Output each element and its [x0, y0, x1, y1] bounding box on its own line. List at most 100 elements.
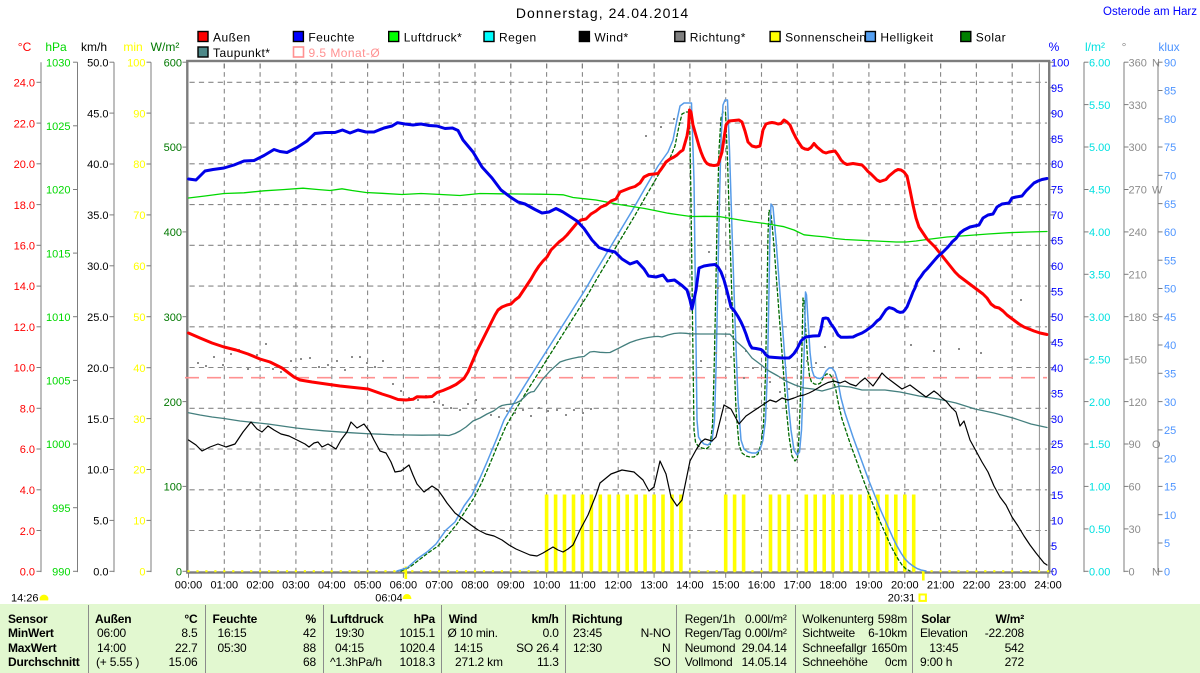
svg-text:0: 0: [176, 567, 182, 579]
svg-text:65: 65: [1051, 236, 1063, 248]
svg-text:9.5 Monat-Ø: 9.5 Monat-Ø: [309, 46, 381, 60]
svg-text:10: 10: [1051, 516, 1063, 528]
svg-text:14:00: 14:00: [676, 580, 704, 592]
svg-text:23:00: 23:00: [998, 580, 1026, 592]
svg-text:30: 30: [1129, 524, 1141, 536]
svg-text:35: 35: [1164, 369, 1176, 381]
svg-text:55: 55: [1164, 255, 1176, 267]
svg-text:200: 200: [164, 397, 182, 409]
svg-text:min: min: [123, 40, 142, 54]
svg-text:O: O: [1152, 439, 1161, 451]
svg-text:5.50: 5.50: [1089, 100, 1110, 112]
svg-text:15:00: 15:00: [712, 580, 740, 592]
svg-text:100: 100: [127, 57, 145, 69]
svg-text:1030: 1030: [46, 57, 70, 69]
svg-text:20.0: 20.0: [87, 363, 108, 375]
svg-text:6.00: 6.00: [1089, 57, 1110, 69]
svg-text:80: 80: [1164, 114, 1176, 126]
svg-text:06:00: 06:00: [390, 580, 418, 592]
svg-text:11:00: 11:00: [569, 580, 596, 592]
svg-text:40: 40: [1164, 340, 1176, 352]
svg-text:14:26: 14:26: [11, 593, 39, 605]
svg-text:65: 65: [1164, 199, 1176, 211]
svg-text:Richtung*: Richtung*: [690, 31, 746, 45]
svg-text:1000: 1000: [46, 439, 70, 451]
svg-text:1010: 1010: [46, 312, 70, 324]
svg-text:Luftdruck*: Luftdruck*: [404, 31, 463, 45]
svg-text:15.0: 15.0: [87, 414, 108, 426]
svg-text:20: 20: [133, 465, 145, 477]
svg-text:90: 90: [1164, 57, 1176, 69]
svg-text:13:00: 13:00: [640, 580, 668, 592]
svg-text:10:00: 10:00: [533, 580, 561, 592]
svg-text:20: 20: [1164, 453, 1176, 465]
svg-text:3.00: 3.00: [1089, 312, 1110, 324]
svg-text:07:00: 07:00: [425, 580, 453, 592]
svg-text:Sonnenschein: Sonnenschein: [785, 31, 866, 45]
svg-text:%: %: [1049, 40, 1060, 54]
svg-text:30: 30: [1051, 414, 1063, 426]
svg-text:90: 90: [1129, 439, 1141, 451]
svg-text:100: 100: [164, 482, 182, 494]
svg-text:300: 300: [1129, 142, 1147, 154]
svg-text:2.0: 2.0: [20, 526, 35, 538]
svg-text:1015: 1015: [46, 248, 70, 260]
svg-text:30.0: 30.0: [87, 261, 108, 273]
svg-text:°: °: [1122, 40, 1127, 54]
svg-text:0: 0: [1051, 567, 1057, 579]
svg-text:50: 50: [133, 312, 145, 324]
svg-text:400: 400: [164, 227, 182, 239]
svg-text:hPa: hPa: [45, 40, 67, 54]
svg-text:N: N: [1152, 57, 1160, 69]
svg-text:10: 10: [1164, 510, 1176, 522]
svg-text:75: 75: [1051, 185, 1063, 197]
svg-text:60: 60: [133, 261, 145, 273]
svg-text:90: 90: [1051, 108, 1063, 120]
svg-text:25: 25: [1164, 425, 1176, 437]
svg-text:1.00: 1.00: [1089, 482, 1110, 494]
svg-text:Helligkeit: Helligkeit: [880, 31, 933, 45]
svg-text:90: 90: [133, 108, 145, 120]
svg-text:45.0: 45.0: [87, 108, 108, 120]
svg-text:60: 60: [1051, 261, 1063, 273]
svg-text:00:00: 00:00: [175, 580, 203, 592]
svg-text:600: 600: [164, 57, 182, 69]
svg-text:Feuchte: Feuchte: [308, 31, 355, 45]
svg-text:16.0: 16.0: [14, 241, 35, 253]
svg-text:08:00: 08:00: [461, 580, 489, 592]
svg-text:5: 5: [1164, 538, 1170, 550]
svg-text:l/m²: l/m²: [1085, 40, 1105, 54]
svg-text:85: 85: [1164, 86, 1176, 98]
svg-text:45: 45: [1164, 312, 1176, 324]
svg-text:3.50: 3.50: [1089, 270, 1110, 282]
svg-text:1.50: 1.50: [1089, 439, 1110, 451]
svg-text:S: S: [1152, 312, 1159, 324]
svg-text:klux: klux: [1158, 40, 1179, 54]
svg-text:120: 120: [1129, 397, 1147, 409]
svg-text:40: 40: [133, 363, 145, 375]
svg-text:80: 80: [1051, 159, 1063, 171]
svg-text:330: 330: [1129, 100, 1147, 112]
svg-text:0: 0: [1164, 567, 1170, 579]
svg-text:20.0: 20.0: [14, 159, 35, 171]
svg-text:4.50: 4.50: [1089, 185, 1110, 197]
svg-text:15: 15: [1164, 482, 1176, 494]
svg-text:240: 240: [1129, 227, 1147, 239]
svg-text:21:00: 21:00: [927, 580, 955, 592]
svg-text:2.00: 2.00: [1089, 397, 1110, 409]
svg-text:Außen: Außen: [213, 31, 251, 45]
svg-text:1020: 1020: [46, 185, 70, 197]
svg-text:210: 210: [1129, 270, 1147, 282]
svg-text:8.0: 8.0: [20, 404, 35, 416]
svg-text:0.0: 0.0: [20, 567, 35, 579]
svg-text:95: 95: [1051, 83, 1063, 95]
svg-text:300: 300: [164, 312, 182, 324]
svg-text:Osterode am Harz: Osterode am Harz: [1103, 6, 1197, 18]
svg-text:80: 80: [133, 159, 145, 171]
svg-text:Regen: Regen: [499, 31, 537, 45]
svg-text:10.0: 10.0: [14, 363, 35, 375]
svg-text:20:00: 20:00: [891, 580, 919, 592]
svg-text:03:00: 03:00: [282, 580, 310, 592]
svg-text:18:00: 18:00: [819, 580, 847, 592]
svg-text:12:00: 12:00: [604, 580, 632, 592]
